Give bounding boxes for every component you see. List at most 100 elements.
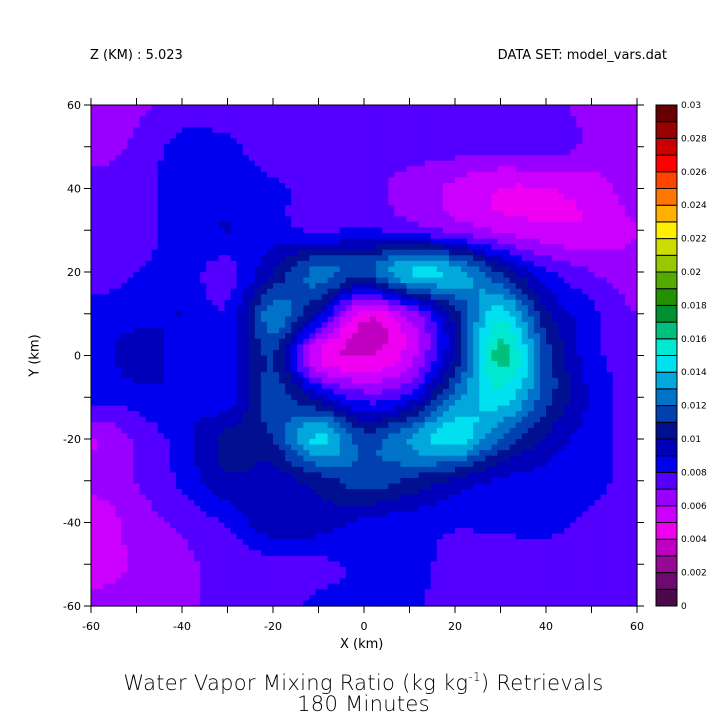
- contour-cell: [564, 166, 571, 173]
- contour-cell: [103, 299, 110, 306]
- contour-cell: [491, 299, 499, 306]
- contour-cell: [188, 143, 195, 151]
- contour-cell: [151, 283, 159, 290]
- contour-cell: [618, 327, 626, 334]
- contour-cell: [430, 155, 438, 162]
- contour-cell: [194, 283, 201, 290]
- contour-cell: [558, 327, 565, 334]
- contour-cell: [364, 249, 371, 256]
- contour-cell: [576, 127, 583, 134]
- contour-cell: [448, 132, 456, 139]
- contour-cell: [127, 127, 135, 134]
- contour-cell: [309, 166, 317, 173]
- contour-cell: [564, 316, 571, 323]
- contour-cell: [254, 277, 262, 284]
- contour-cell: [491, 344, 499, 351]
- contour-cell: [382, 105, 389, 112]
- contour-cell: [351, 277, 359, 284]
- contour-cell: [527, 344, 535, 351]
- contour-cell: [539, 338, 547, 345]
- contour-cell: [303, 171, 310, 178]
- contour-cell: [303, 105, 310, 112]
- contour-cell: [279, 121, 286, 128]
- contour-cell: [230, 171, 238, 178]
- contour-cell: [442, 361, 450, 368]
- contour-cell: [521, 405, 529, 412]
- contour-cell: [97, 188, 104, 195]
- contour-cell: [430, 110, 438, 117]
- contour-cell: [139, 383, 147, 390]
- contour-cell: [388, 227, 395, 234]
- contour-cell: [624, 249, 632, 256]
- contour-cell: [570, 143, 577, 151]
- contour-cell: [194, 194, 201, 201]
- contour-cell: [315, 166, 323, 173]
- contour-cell: [412, 283, 420, 290]
- contour-cell: [188, 316, 195, 323]
- contour-cell: [630, 110, 638, 117]
- contour-cell: [503, 188, 511, 195]
- contour-cell: [127, 316, 135, 323]
- contour-cell: [588, 255, 596, 262]
- contour-cell: [503, 143, 511, 151]
- contour-cell: [558, 305, 565, 312]
- contour-cell: [527, 349, 535, 357]
- contour-cell: [509, 266, 517, 273]
- contour-cell: [479, 322, 486, 329]
- contour-cell: [424, 338, 432, 345]
- contour-cell: [182, 283, 189, 290]
- contour-cell: [588, 121, 596, 128]
- contour-cell: [212, 216, 219, 223]
- contour-cell: [248, 238, 256, 245]
- contour-cell: [163, 272, 171, 279]
- contour-cell: [91, 171, 98, 178]
- contour-cell: [248, 305, 256, 312]
- contour-cell: [91, 221, 98, 229]
- contour-cell: [430, 105, 438, 112]
- contour-cell: [139, 110, 147, 117]
- contour-cell: [582, 366, 590, 373]
- contour-cell: [497, 138, 505, 145]
- contour-cell: [412, 105, 420, 112]
- contour-cell: [533, 194, 541, 201]
- contour-cell: [242, 277, 250, 284]
- contour-cell: [461, 194, 468, 201]
- contour-cell: [546, 221, 553, 229]
- contour-cell: [266, 116, 274, 123]
- contour-cell: [400, 227, 408, 234]
- contour-cell: [473, 216, 480, 223]
- contour-cell: [594, 205, 602, 212]
- contour-cell: [121, 199, 128, 206]
- contour-cell: [109, 188, 116, 195]
- contour-cell: [630, 155, 638, 162]
- contour-cell: [303, 316, 310, 323]
- contour-cell: [606, 344, 614, 351]
- contour-cell: [570, 349, 577, 357]
- contour-cell: [527, 305, 535, 312]
- contour-cell: [103, 333, 110, 340]
- contour-cell: [339, 188, 347, 195]
- contour-cell: [515, 166, 523, 173]
- contour-cell: [133, 255, 141, 262]
- contour-cell: [576, 244, 583, 251]
- contour-cell: [285, 244, 292, 251]
- contour-cell: [539, 266, 547, 273]
- contour-cell: [521, 361, 529, 368]
- contour-cell: [624, 143, 632, 151]
- contour-cell: [218, 338, 226, 345]
- contour-cell: [612, 333, 620, 340]
- contour-cell: [412, 205, 420, 212]
- contour-cell: [212, 305, 219, 312]
- contour-cell: [218, 255, 226, 262]
- contour-cell: [97, 260, 104, 268]
- contour-cell: [406, 143, 414, 151]
- contour-cell: [212, 244, 219, 251]
- contour-cell: [285, 166, 292, 173]
- contour-cell: [157, 143, 165, 151]
- contour-cell: [315, 294, 323, 301]
- contour-cell: [491, 338, 499, 345]
- contour-cell: [212, 344, 219, 351]
- contour-cell: [455, 366, 462, 373]
- contour-cell: [546, 272, 553, 279]
- contour-cell: [436, 121, 444, 128]
